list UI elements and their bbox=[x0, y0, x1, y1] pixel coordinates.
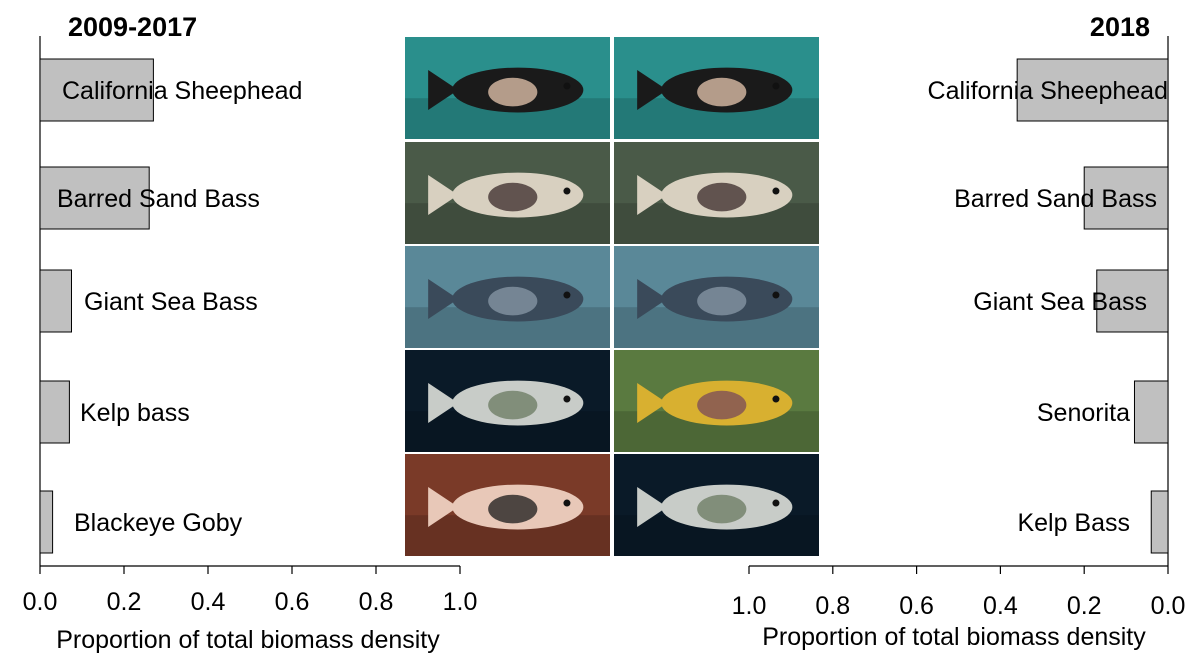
left-bar-kelp-bass bbox=[39, 380, 70, 444]
photos-right-column bbox=[614, 37, 819, 556]
right-ticks: 1.0 0.8 0.6 0.4 0.2 0.0 bbox=[732, 566, 1186, 620]
right-bars bbox=[1016, 58, 1169, 554]
left-category-label: Kelp bass bbox=[80, 399, 190, 427]
right-category-labels: California Sheephead Barred Sand Bass Gian… bbox=[928, 77, 1168, 537]
right-bar-senorita bbox=[1133, 380, 1169, 444]
blackeye-goby-photo-icon bbox=[405, 454, 610, 556]
right-tick-label: 0.6 bbox=[899, 592, 934, 620]
right-category-label: California Sheephead bbox=[928, 77, 1168, 105]
kelp-bass-photo-icon bbox=[405, 350, 610, 452]
left-title: 2009-2017 bbox=[68, 12, 197, 42]
right-title: 2018 bbox=[1090, 12, 1150, 42]
left-bars bbox=[39, 58, 154, 554]
left-x-label: Proportion of total biomass density bbox=[56, 626, 440, 654]
barred-sand-bass-photo-icon bbox=[405, 142, 610, 244]
left-category-label: California Sheephead bbox=[62, 77, 302, 105]
right-bar-california-sheephead bbox=[1016, 58, 1169, 122]
kelp-bass-photo-icon bbox=[614, 454, 819, 556]
left-ticks: 0.0 0.2 0.4 0.6 0.8 1.0 bbox=[23, 566, 478, 616]
left-bar-barred-sand-bass bbox=[39, 166, 150, 230]
right-panel: 2018 California Sheephead Barred Sand Bas… bbox=[732, 12, 1186, 651]
left-tick-label: 0.4 bbox=[191, 588, 226, 616]
right-category-label: Giant Sea Bass bbox=[973, 288, 1147, 316]
left-bar-blackeye-goby bbox=[39, 490, 54, 554]
left-category-labels: California Sheephead Barred Sand Bass Gian… bbox=[57, 77, 302, 537]
right-bar-kelp-bass bbox=[1150, 490, 1169, 554]
right-bar-giant-sea-bass bbox=[1096, 269, 1169, 333]
left-tick-label: 0.2 bbox=[107, 588, 142, 616]
left-category-label: Barred Sand Bass bbox=[57, 185, 260, 213]
right-tick-label: 0.8 bbox=[815, 592, 850, 620]
right-tick-label: 0.0 bbox=[1151, 592, 1186, 620]
right-category-label: Kelp Bass bbox=[1017, 509, 1130, 537]
california-sheephead-photo-icon bbox=[614, 37, 819, 139]
left-tick-label: 0.0 bbox=[23, 588, 58, 616]
right-tick-label: 1.0 bbox=[732, 592, 767, 620]
right-tick-label: 0.4 bbox=[983, 592, 1018, 620]
senorita-photo-icon bbox=[614, 350, 819, 452]
right-tick-label: 0.2 bbox=[1067, 592, 1102, 620]
left-panel: 2009-2017 California Sheephead Barred San… bbox=[23, 12, 478, 654]
left-bar-giant-sea-bass bbox=[39, 269, 72, 333]
left-category-label: Giant Sea Bass bbox=[84, 288, 258, 316]
right-category-label: Senorita bbox=[1037, 399, 1130, 427]
right-x-label: Proportion of total biomass density bbox=[762, 623, 1146, 651]
right-bar-barred-sand-bass bbox=[1083, 166, 1169, 230]
left-tick-label: 1.0 bbox=[443, 588, 478, 616]
left-tick-label: 0.8 bbox=[359, 588, 394, 616]
right-category-label: Barred Sand Bass bbox=[954, 185, 1157, 213]
left-bar-california-sheephead bbox=[39, 58, 154, 122]
california-sheephead-photo-icon bbox=[405, 37, 610, 139]
giant-sea-bass-photo-icon bbox=[614, 246, 819, 348]
barred-sand-bass-photo-icon bbox=[614, 142, 819, 244]
left-tick-label: 0.6 bbox=[275, 588, 310, 616]
photos-left-column bbox=[405, 37, 610, 556]
left-category-label: Blackeye Goby bbox=[74, 509, 243, 537]
giant-sea-bass-photo-icon bbox=[405, 246, 610, 348]
